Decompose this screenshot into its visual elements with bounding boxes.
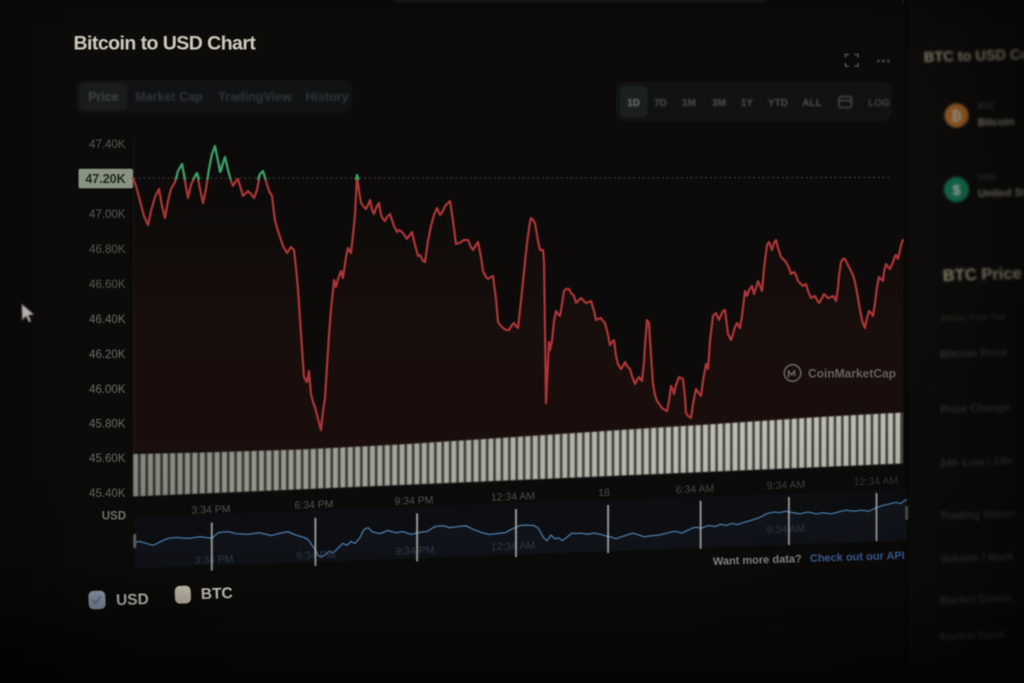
svg-text:46.40K: 46.40K	[89, 314, 126, 326]
svg-text:Market Cap: Market Cap	[135, 90, 203, 104]
svg-text:USD: USD	[978, 172, 996, 182]
svg-text:Bitcoin: Bitcoin	[978, 116, 1015, 129]
svg-text:46.80K: 46.80K	[89, 244, 126, 256]
svg-text:6:34 AM: 6:34 AM	[676, 483, 715, 497]
svg-text:CoinMarketCap: CoinMarketCap	[808, 367, 896, 381]
svg-text:$: $	[952, 183, 960, 199]
svg-text:Bitcoin Price: Bitcoin Price	[940, 347, 1008, 361]
svg-text:Price: Price	[88, 90, 119, 104]
svg-text:12:34 AM: 12:34 AM	[854, 475, 899, 489]
svg-text:United St: United St	[978, 187, 1024, 200]
svg-text:9:34 PM: 9:34 PM	[394, 494, 434, 508]
svg-text:6:34 PM: 6:34 PM	[294, 498, 334, 512]
svg-text:BTC Price: BTC Price	[943, 265, 1022, 285]
svg-text:₿: ₿	[951, 109, 962, 124]
svg-text:9:34 AM: 9:34 AM	[767, 523, 806, 537]
svg-text:ALL: ALL	[802, 98, 821, 109]
svg-text:7D: 7D	[654, 98, 667, 109]
svg-text:47.40K: 47.40K	[89, 139, 126, 151]
svg-text:1Y: 1Y	[741, 98, 754, 109]
svg-text:BTC to USD Con: BTC to USD Con	[924, 47, 1024, 66]
svg-text:YTD: YTD	[768, 98, 788, 109]
svg-text:47.00K: 47.00K	[89, 209, 126, 221]
svg-text:1M: 1M	[682, 98, 696, 109]
svg-text:46.20K: 46.20K	[89, 349, 126, 361]
svg-text:BTC: BTC	[978, 101, 995, 111]
svg-text:History: History	[305, 90, 348, 104]
svg-text:45.60K: 45.60K	[89, 453, 126, 465]
svg-text:LOG: LOG	[868, 98, 890, 109]
svg-text:Price Change: Price Change	[940, 402, 1011, 416]
svg-text:Bitcoin Price Tod: Bitcoin Price Tod	[941, 311, 1005, 323]
svg-text:3M: 3M	[712, 98, 726, 109]
svg-text:9:34 PM: 9:34 PM	[395, 544, 435, 558]
svg-text:3:34 PM: 3:34 PM	[194, 553, 234, 567]
svg-text:9:34 AM: 9:34 AM	[767, 479, 806, 493]
svg-text:Market Rank: Market Rank	[940, 629, 1007, 643]
svg-text:24h Low / 24h: 24h Low / 24h	[940, 455, 1013, 470]
svg-text:18: 18	[598, 487, 610, 499]
svg-text:TradingView: TradingView	[218, 90, 292, 104]
svg-text:Market Domin: Market Domin	[940, 592, 1013, 607]
svg-text:46.60K: 46.60K	[89, 279, 126, 291]
svg-text:USD: USD	[102, 511, 126, 523]
svg-text:46.00K: 46.00K	[89, 384, 126, 396]
svg-text:47.20K: 47.20K	[85, 172, 125, 186]
svg-text:USD: USD	[116, 591, 149, 609]
svg-text:12:34 AM: 12:34 AM	[491, 540, 536, 554]
svg-text:BTC: BTC	[201, 585, 233, 603]
svg-text:Bitcoin to USD Chart: Bitcoin to USD Chart	[74, 33, 257, 55]
svg-text:1D: 1D	[627, 98, 640, 109]
svg-text:45.80K: 45.80K	[89, 419, 126, 431]
svg-text:45.40K: 45.40K	[89, 488, 126, 500]
svg-text:12:34 AM: 12:34 AM	[491, 490, 536, 504]
